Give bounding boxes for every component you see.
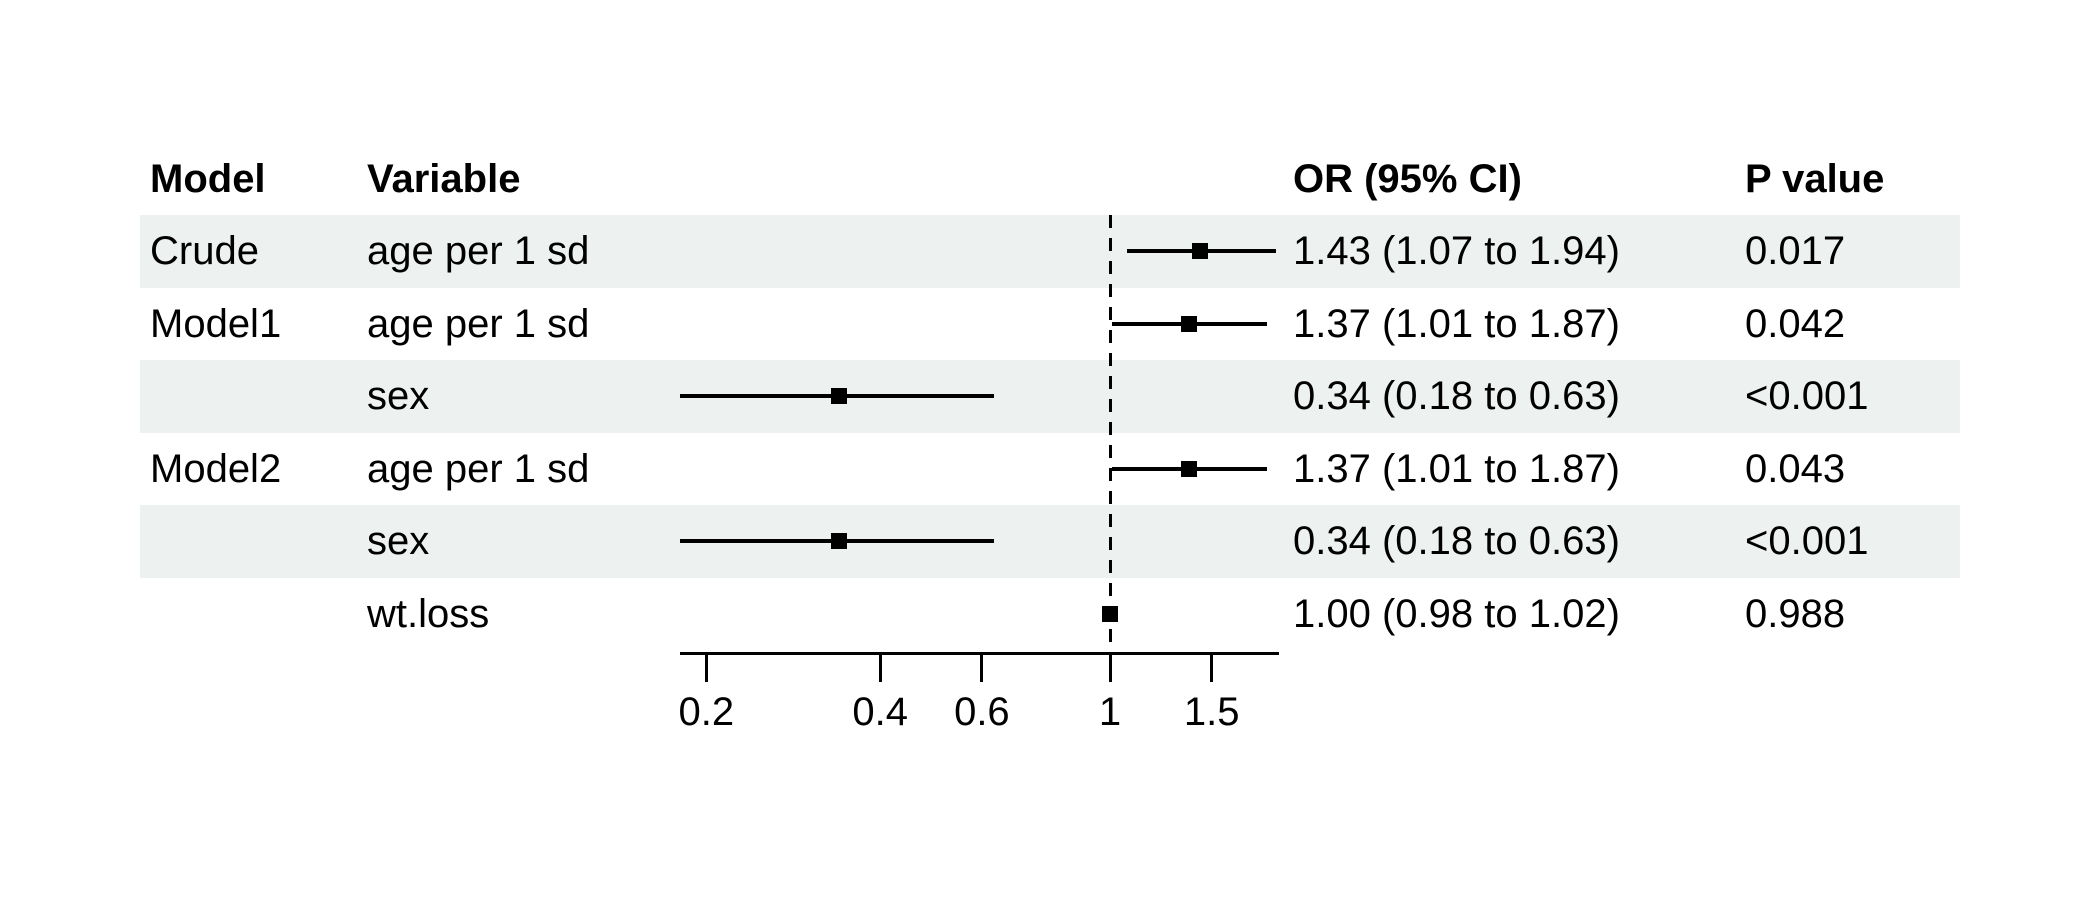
x-axis-tick-label: 1.5 [1183, 690, 1240, 734]
cell-or-ci: 0.34 (0.18 to 0.63) [1293, 519, 1620, 564]
header-variable: Variable [367, 157, 521, 202]
cell-variable: sex [367, 374, 430, 419]
table-row: wt.loss 1.00 (0.98 to 1.02) 0.988 [140, 578, 1960, 651]
table-row: Crude age per 1 sd 1.43 (1.07 to 1.94) 0… [140, 215, 1960, 288]
point-estimate-marker [831, 533, 848, 550]
cell-or-ci: 1.37 (1.01 to 1.87) [1293, 301, 1620, 346]
x-axis-tick [980, 652, 984, 682]
point-estimate-marker [1191, 243, 1208, 260]
cell-model: Model1 [150, 301, 282, 346]
point-estimate-marker [1180, 460, 1197, 477]
cell-variable: sex [367, 519, 430, 564]
cell-or-ci: 1.00 (0.98 to 1.02) [1293, 591, 1620, 636]
table-row: sex 0.34 (0.18 to 0.63) <0.001 [140, 360, 1960, 433]
point-estimate-marker [1102, 605, 1118, 622]
x-axis-tick-label: 0.2 [678, 690, 735, 734]
cell-p-value: 0.043 [1745, 446, 1846, 491]
header-model: Model [150, 157, 266, 202]
cell-p-value: <0.001 [1745, 374, 1869, 419]
cell-or-ci: 0.34 (0.18 to 0.63) [1293, 374, 1620, 419]
cell-or-ci: 1.37 (1.01 to 1.87) [1293, 446, 1620, 491]
cell-model: Model2 [150, 446, 282, 491]
table-row: Model1 age per 1 sd 1.37 (1.01 to 1.87) … [140, 288, 1960, 361]
x-axis-tick-label: 1 [1098, 690, 1122, 734]
table-row: Model2 age per 1 sd 1.37 (1.01 to 1.87) … [140, 433, 1960, 506]
table-row: sex 0.34 (0.18 to 0.63) <0.001 [140, 505, 1960, 578]
cell-p-value: <0.001 [1745, 519, 1869, 564]
point-estimate-marker [1180, 315, 1197, 332]
cell-model: Crude [150, 229, 259, 274]
x-axis-line [679, 652, 1279, 655]
x-axis-tick [1108, 652, 1112, 682]
x-axis-tick-label: 0.4 [852, 690, 908, 734]
reference-line [1108, 215, 1112, 652]
x-axis-tick [1210, 652, 1214, 682]
cell-variable: wt.loss [367, 591, 490, 636]
x-axis-tick [704, 652, 708, 682]
x-axis-tick-label: 0.6 [954, 690, 1010, 734]
header-p-value: P value [1745, 157, 1885, 202]
cell-p-value: 0.988 [1745, 591, 1846, 636]
cell-p-value: 0.017 [1745, 229, 1846, 274]
table-header-row: Model Variable OR (95% CI) P value [140, 143, 1960, 216]
header-or-ci: OR (95% CI) [1293, 157, 1522, 202]
cell-or-ci: 1.43 (1.07 to 1.94) [1293, 229, 1620, 274]
point-estimate-marker [831, 388, 848, 405]
cell-variable: age per 1 sd [367, 229, 590, 274]
x-axis-tick [878, 652, 882, 682]
cell-variable: age per 1 sd [367, 446, 590, 491]
cell-variable: age per 1 sd [367, 301, 590, 346]
cell-p-value: 0.042 [1745, 301, 1846, 346]
